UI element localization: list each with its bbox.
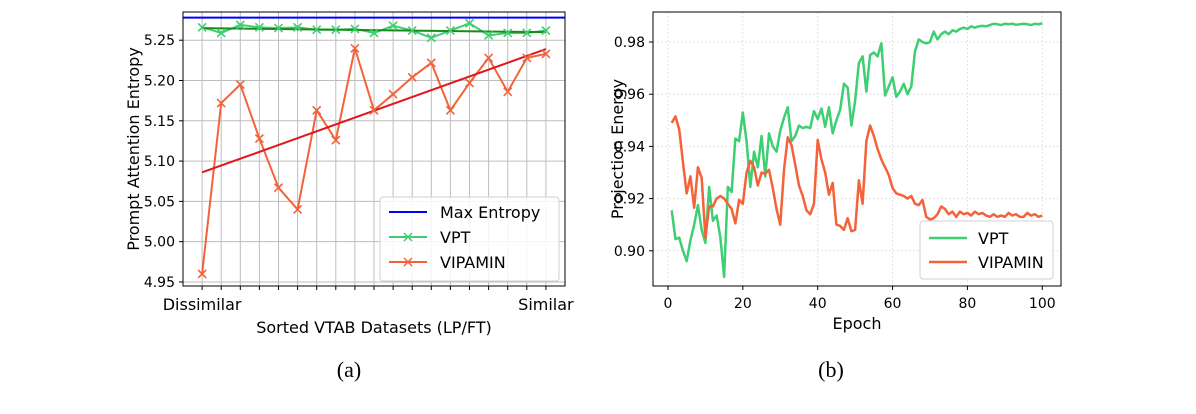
vpt-point-4: [254, 22, 264, 32]
vipamin-point-11: [388, 89, 398, 99]
legend-marker-vpt: [403, 232, 413, 242]
panel-a-series: [183, 16, 565, 279]
vpt-point-19: [541, 25, 551, 36]
vpt-point-13: [426, 33, 436, 43]
vpt-point-15: [464, 18, 475, 28]
y-tick-label-3: 5.10: [144, 154, 175, 170]
vipamin-point-1: [197, 269, 207, 279]
y-tick-label-1: 5.00: [144, 235, 175, 251]
vipamin-point-8: [331, 135, 341, 145]
y-tick-label-4: 5.15: [144, 114, 175, 130]
vipamin-point-18: [522, 53, 532, 63]
panel-b-plot-frame: [652, 11, 1062, 287]
y-tick-label-5: 5.20: [144, 74, 175, 90]
y-tick-label-0: 0.90: [614, 244, 645, 260]
panel-a-legend: Max Entropy VPT VIPAMIN: [379, 196, 560, 282]
vpt-point-7: [312, 25, 322, 35]
vpt-point-17: [503, 28, 513, 38]
vipamin-point-5: [273, 183, 284, 193]
vipamin-point-6: [293, 204, 303, 215]
vpt-point-10: [369, 28, 379, 38]
vipamin-point-16: [484, 53, 494, 63]
y-tick-label-2: 0.94: [614, 139, 645, 155]
panel-b-legend: VPT VIPAMIN: [919, 220, 1054, 280]
legend-marker-vipamin: [403, 257, 413, 267]
x-tick-label-0: 0: [664, 296, 673, 312]
panel-a-legend-box: [379, 196, 560, 282]
vipamin-point-13: [426, 58, 436, 68]
vpt-point-8: [331, 25, 341, 35]
vpt-point-14: [445, 25, 455, 36]
panel-b-y-axis-label: Projection Energy: [608, 79, 627, 219]
vipamin-point-17: [503, 87, 513, 97]
vipamin-point-4: [254, 133, 264, 144]
panel-b-legend-box: [919, 220, 1054, 280]
x-tick-label-4: 80: [959, 296, 977, 312]
vipamin-point-9: [350, 43, 360, 53]
y-tick-label-2: 5.05: [144, 194, 175, 210]
panel-a-y-axis-label: Prompt Attention Entropy: [124, 47, 143, 251]
y-tick-label-0: 4.95: [144, 275, 175, 291]
vpt-point-11: [388, 21, 398, 31]
panel-a-ticks: 4.95 5.00 5.05 5.10 5.15 5.20 5.25: [144, 33, 547, 291]
vipamin-point-10: [369, 105, 379, 115]
panel-b-caption: (b): [818, 357, 844, 382]
y-tick-label-4: 0.98: [614, 35, 645, 51]
x-tick-label-3: 60: [884, 296, 902, 312]
panel-a-x-axis-label: Sorted VTAB Datasets (LP/FT): [256, 318, 492, 337]
vpt-point-1: [197, 22, 207, 32]
vpt-point-5: [273, 23, 284, 33]
y-tick-label-1: 0.92: [614, 192, 645, 208]
vipamin-point-12: [407, 72, 417, 82]
vpt-point-2: [216, 28, 226, 38]
vipamin-line: [670, 115, 1043, 239]
panel-b-ticks: 0 20 40 60 80 100 0.90 0.92 0.94 0.96 0.98: [614, 35, 1056, 312]
vpt-point-16: [484, 30, 494, 40]
y-tick-label-6: 5.25: [144, 33, 175, 49]
vipamin-point-15: [464, 78, 475, 88]
vpt-line: [670, 22, 1043, 279]
vipamin-point-19: [541, 49, 551, 59]
x-tick-label-2: 40: [809, 296, 827, 312]
x-tick-label-1: 20: [734, 296, 752, 312]
panel-b-series: [670, 22, 1043, 279]
panel-a-chart: 4.955.005.055.105.155.205.25 Dissimilar …: [124, 11, 574, 382]
x-tick-label-5: 100: [1029, 296, 1056, 312]
panel-a-caption: (a): [337, 357, 361, 382]
vipamin-point-2: [216, 98, 226, 108]
vpt-point-18: [522, 28, 532, 38]
x-tick-dissimilar: Dissimilar: [163, 295, 242, 314]
legend-label-vpt: VPT: [440, 228, 471, 247]
legend-label-vpt: VPT: [978, 229, 1009, 248]
legend-label-max-entropy: Max Entropy: [440, 203, 540, 222]
panel-b-chart: 0 20 40 60 80 100 0.90 0.92 0.94 0.96 0.98 Epoch P…: [608, 11, 1062, 382]
vpt-point-6: [293, 22, 303, 32]
x-tick-similar: Similar: [518, 295, 574, 314]
vpt-point-3: [235, 20, 245, 30]
y-tick-label-3: 0.96: [614, 87, 645, 103]
vpt-point-12: [407, 25, 417, 36]
vipamin-point-7: [312, 105, 322, 115]
vpt-point-9: [350, 24, 360, 34]
vipamin-point-14: [445, 105, 455, 115]
panel-b-x-axis-label: Epoch: [833, 314, 882, 333]
legend-label-vipamin: VIPAMIN: [978, 253, 1044, 272]
vpt-trend-line: [202, 27, 546, 34]
vipamin-point-3: [235, 79, 245, 90]
legend-label-vipamin: VIPAMIN: [440, 253, 506, 272]
